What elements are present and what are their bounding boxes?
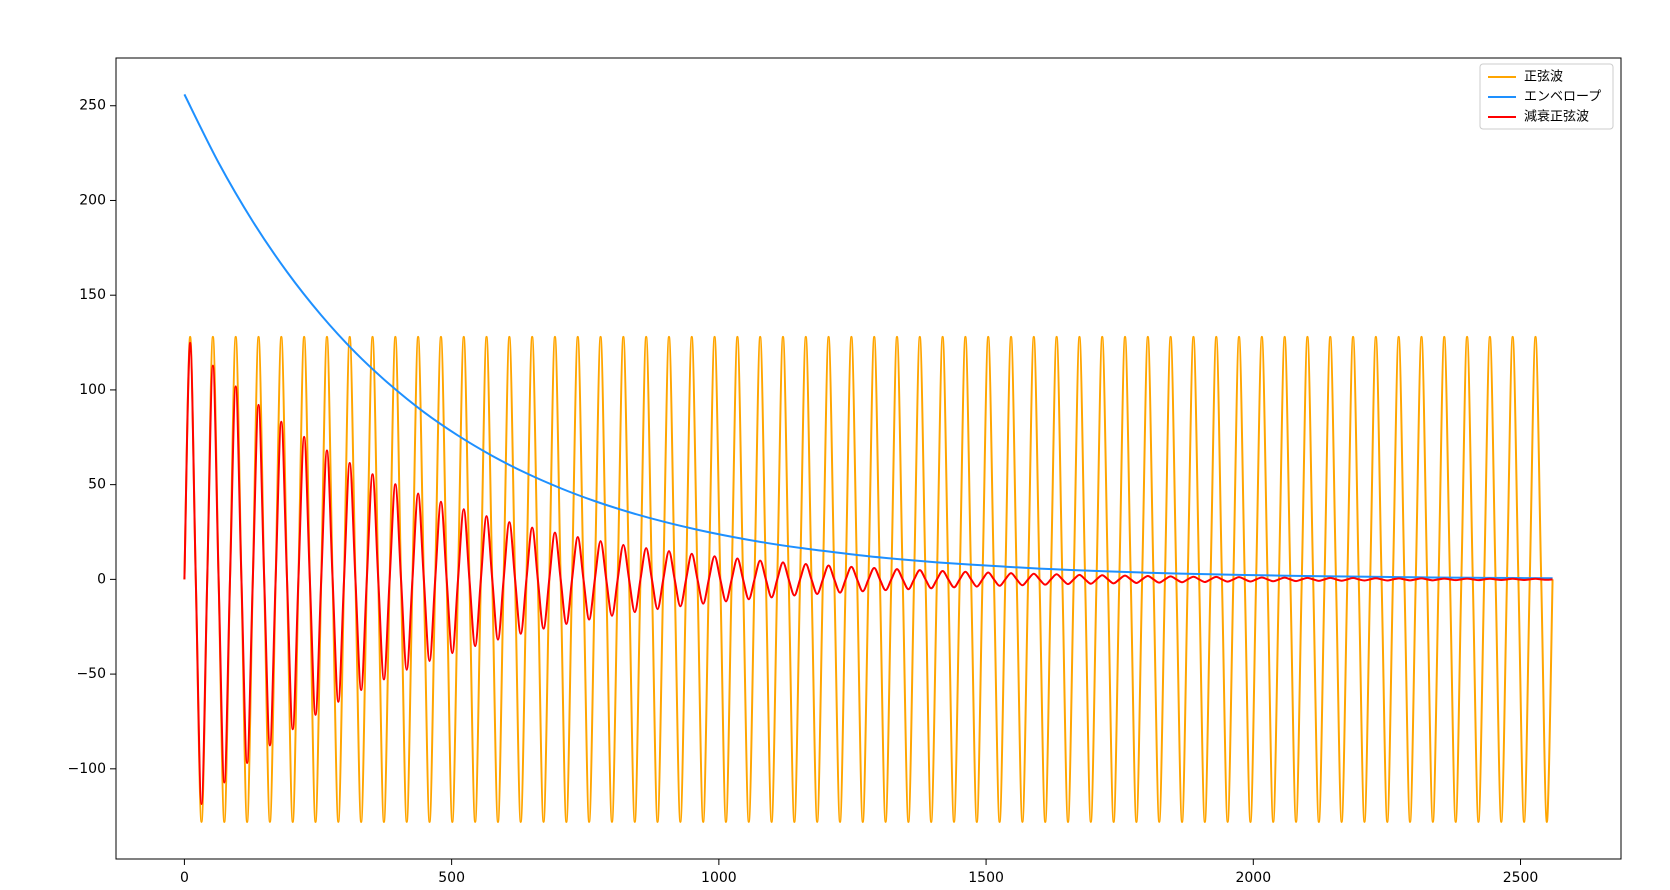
line-series — [183, 341, 1553, 806]
y-tick-label: 50 — [88, 477, 106, 493]
x-tick-label: 1000 — [701, 870, 737, 886]
plot-frame — [115, 57, 1622, 860]
y-tick-label: 250 — [79, 98, 106, 114]
x-tick-label: 500 — [438, 870, 465, 886]
x-tick-label: 1500 — [968, 870, 1004, 886]
legend-box — [1479, 63, 1614, 130]
y-tick-label: 0 — [97, 571, 106, 587]
line-series — [183, 93, 1553, 580]
plot-area — [116, 58, 1621, 859]
x-tick-label: 0 — [180, 870, 189, 886]
legend-label: 減衰正弦波 — [1524, 109, 1589, 125]
y-tick-label: 200 — [79, 192, 106, 208]
y-tick-label: −50 — [76, 666, 106, 682]
y-tick-label: 100 — [79, 382, 106, 398]
x-tick-label: 2500 — [1503, 870, 1539, 886]
legend-label: エンベロープ — [1524, 90, 1601, 105]
x-tick-label: 2000 — [1235, 870, 1271, 886]
y-tick-label: −100 — [68, 761, 106, 777]
y-tick-label: 150 — [79, 287, 106, 303]
legend-label: 正弦波 — [1524, 69, 1563, 85]
